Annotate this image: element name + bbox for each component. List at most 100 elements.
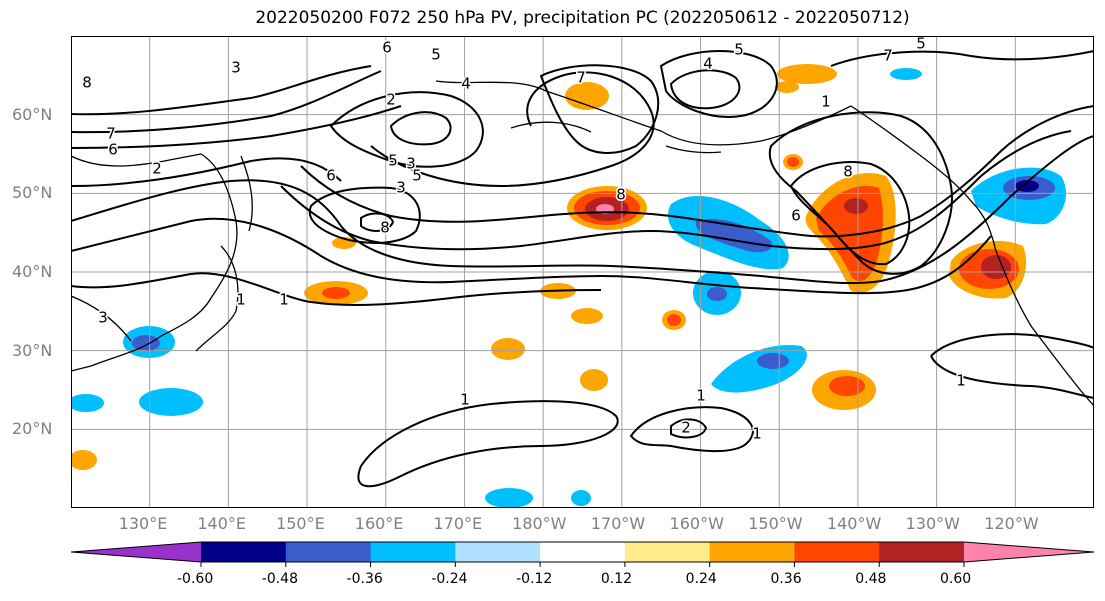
pv-contour-5 — [659, 50, 778, 118]
precip-pos-area — [571, 308, 603, 324]
lat-tick-label: 20°N — [12, 419, 53, 439]
pv-contour-3 — [669, 69, 741, 110]
contour-label: 6 — [326, 167, 336, 185]
precip-neg-core — [132, 335, 160, 351]
colorbar-tick-label: 0.36 — [770, 571, 802, 587]
precip-pos-area — [777, 64, 837, 84]
pv-contour — [370, 71, 655, 188]
colorbar-tick-label: -0.60 — [177, 571, 214, 587]
pv-contour — [930, 333, 1094, 357]
contour-label: 3 — [98, 309, 108, 327]
contour-label: 6 — [791, 207, 801, 225]
contour-label: 4 — [461, 75, 471, 93]
lat-tick-label: 60°N — [12, 104, 53, 124]
lat-tick-label: 50°N — [12, 183, 53, 203]
colorbar-tick-label: 0.24 — [685, 571, 717, 587]
contour-label: 1 — [752, 425, 762, 443]
contour-label: 8 — [82, 74, 92, 92]
pv-contour-8 — [789, 161, 911, 266]
lon-tick-label: 130°E — [118, 514, 168, 533]
colorbar-segment — [879, 542, 965, 562]
pv-contour — [830, 50, 1094, 67]
contour-label: 5 — [916, 36, 926, 53]
korea-coast — [71, 295, 132, 342]
colorbar-tick-label: 0.12 — [600, 571, 633, 587]
contour-label: 3 — [406, 155, 416, 173]
colorbar-segment — [624, 542, 711, 562]
precip-pos-core — [787, 157, 799, 167]
lon-tick-label: 160°W — [669, 514, 724, 533]
lon-tick-label: 170°E — [433, 514, 483, 533]
pv-contours — [71, 50, 1094, 488]
contour-label: 7 — [106, 125, 116, 143]
pv-contour — [300, 105, 1094, 238]
colorbar-segment — [370, 542, 456, 562]
contour-label: 5 — [734, 41, 744, 59]
colorbar-tick-label: -0.24 — [431, 571, 468, 587]
lon-tick-label: 150°E — [276, 514, 325, 533]
contour-label: 7 — [576, 69, 586, 87]
colorbar-tick-label: 0.60 — [940, 571, 972, 587]
contour-label: 7 — [883, 47, 893, 65]
contour-label: 6 — [108, 141, 118, 159]
pv-contour-2 — [670, 418, 708, 439]
map-frame — [71, 36, 1094, 508]
contour-label: 3 — [231, 59, 241, 77]
precip-pos-core — [829, 376, 865, 396]
map-title: 2022050200 F072 250 hPa PV, precipitatio… — [255, 8, 910, 28]
contour-label: 1 — [236, 291, 246, 309]
precip-neg-area — [71, 394, 104, 412]
contour-label: 1 — [696, 387, 706, 405]
contour-label: 5 — [431, 46, 441, 64]
colorbar-segment — [709, 542, 795, 562]
contour-label: 3 — [396, 179, 406, 197]
alaska-coast — [435, 80, 852, 146]
pv-contour — [71, 217, 992, 295]
colorbar-tick-label: 0.48 — [855, 571, 887, 587]
colorbar-extend-low — [71, 542, 201, 562]
colorbar-segment — [794, 542, 880, 562]
lon-tick-label: 150°W — [748, 514, 803, 533]
precip-neg-area — [485, 488, 533, 508]
precip-pos-area — [565, 82, 609, 110]
contour-label: 2 — [386, 91, 396, 109]
colorbar-extend-high — [964, 542, 1094, 562]
japan-coast — [195, 245, 239, 352]
pv-contour-1 — [71, 135, 1094, 285]
precip-neg-area — [890, 68, 922, 80]
precip-neg-core — [707, 287, 727, 301]
lon-tick-label: 140°W — [826, 514, 882, 533]
lat-tick-label: 30°N — [12, 340, 53, 360]
precip-pos-core — [667, 314, 681, 326]
precip-pos-core — [322, 287, 350, 299]
pv-contour-1.5 — [389, 111, 452, 146]
contour-label: 5 — [412, 167, 422, 185]
colorbar-tick-label: -0.36 — [346, 571, 383, 587]
contour-label: 6 — [382, 39, 392, 57]
colorbar-tick-label: -0.12 — [516, 571, 553, 587]
precip-pos-area — [71, 450, 97, 470]
pv-contour — [280, 130, 1072, 251]
pv-contour-1 — [357, 400, 619, 488]
lon-tick-label: 140°E — [197, 514, 247, 533]
contour-label: 1 — [956, 372, 966, 390]
precip-pos-peak — [981, 255, 1011, 279]
precip-pos-area — [775, 81, 799, 93]
contour-label: 1 — [460, 391, 470, 409]
colorbar-segment — [201, 542, 287, 562]
precip-neg-peak — [1015, 180, 1039, 192]
pv-contour — [71, 105, 402, 149]
pv-contour — [71, 272, 602, 306]
contour-label: 8 — [616, 186, 626, 204]
asia-coast — [71, 153, 238, 372]
contour-label: 8 — [843, 163, 853, 181]
pv-contour-8 — [360, 212, 395, 232]
colorbar-segment — [285, 542, 372, 562]
colorbar-segment — [455, 542, 541, 562]
lon-tick-label: 130°W — [905, 514, 960, 533]
colorbar-tick-label: -0.48 — [261, 571, 298, 587]
pv-contour — [71, 70, 382, 134]
